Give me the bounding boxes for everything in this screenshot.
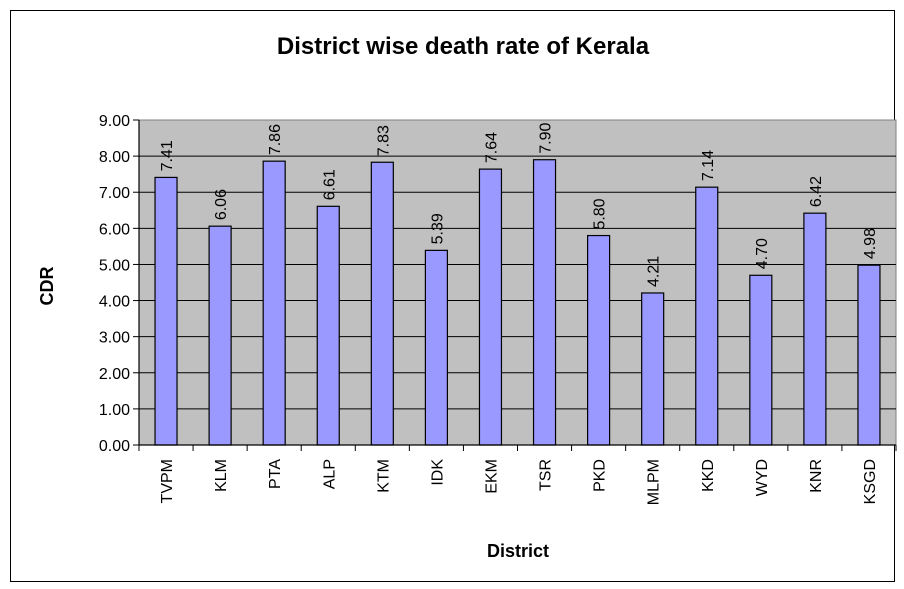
x-tick-label: KTM	[375, 459, 392, 493]
bar-tsr	[532, 159, 557, 446]
bar-tvpm	[154, 176, 178, 446]
data-labels: 7.41 6.06 7.86 6.61 7.83 5.39 7.64 7.90 5.80 4.21…	[159, 122, 879, 286]
data-label: 7.83	[375, 125, 392, 156]
x-tick-label: TSR	[538, 459, 555, 491]
y-tick-label: 2.00	[99, 366, 130, 383]
data-label: 6.61	[321, 169, 338, 200]
data-label: 7.41	[159, 140, 176, 171]
x-tick-label: ALP	[321, 459, 338, 489]
plot-area	[138, 119, 897, 446]
x-axis-title: District	[487, 541, 549, 561]
y-tick-label: 1.00	[99, 402, 130, 419]
x-tick-label: PKD	[592, 459, 609, 492]
x-tick-label: WYD	[754, 459, 771, 496]
data-label: 7.90	[538, 122, 555, 153]
data-label: 4.70	[754, 238, 771, 269]
bar-klm	[208, 225, 232, 446]
chart-title: District wise death rate of Kerala	[277, 33, 650, 60]
x-tick-label: IDK	[429, 459, 446, 486]
y-tick-label: 9.00	[99, 113, 130, 130]
data-label: 6.06	[213, 189, 230, 220]
x-tick-label: KNR	[808, 459, 825, 493]
x-tick-label: TVPM	[159, 459, 176, 503]
bar-wyd	[749, 274, 773, 446]
data-label: 5.39	[429, 213, 446, 244]
y-tick-label: 8.00	[99, 149, 130, 166]
y-tick-label: 0.00	[99, 438, 130, 455]
y-tick-label: 6.00	[99, 221, 130, 238]
x-tick-label: KLM	[213, 459, 230, 492]
data-label: 6.42	[808, 176, 825, 207]
y-tick-labels: 0.00 1.00 2.00 3.00 4.00 5.00 6.00 7.00 8.00 9.00	[99, 113, 130, 455]
y-tick-label: 7.00	[99, 185, 130, 202]
x-tick-label: KKD	[700, 459, 717, 492]
y-tick-label: 3.00	[99, 330, 130, 347]
data-label: 5.80	[592, 198, 609, 229]
bar-kkd	[695, 186, 719, 446]
bar-ekm	[478, 168, 503, 446]
data-label: 7.86	[267, 124, 284, 155]
data-label: 7.14	[700, 150, 717, 181]
data-label: 4.21	[646, 256, 663, 287]
x-tick-labels: TVPM KLM PTA ALP KTM IDK EKM TSR PKD MLPM KKD WYD KN…	[159, 459, 879, 506]
bar-ktm	[370, 161, 394, 446]
y-axis-title: CDR	[37, 267, 57, 306]
data-label: 4.98	[862, 228, 879, 259]
y-tick-label: 5.00	[99, 257, 130, 274]
bars	[154, 159, 881, 446]
bar-ksgd	[857, 264, 881, 446]
bar-pta	[262, 160, 286, 446]
y-tick-label: 4.00	[99, 294, 130, 311]
x-tick-label: MLPM	[646, 459, 663, 505]
bar-pkd	[587, 234, 611, 446]
bar-mlpm	[641, 292, 665, 446]
bar-alp	[316, 205, 340, 446]
x-tick-label: KSGD	[862, 459, 879, 504]
x-tick-label: PTA	[267, 459, 284, 489]
x-tick-label: EKM	[483, 459, 500, 494]
bar-knr	[803, 212, 827, 446]
bar-idk	[424, 249, 448, 446]
axes	[133, 119, 897, 451]
data-label: 7.64	[483, 132, 500, 163]
